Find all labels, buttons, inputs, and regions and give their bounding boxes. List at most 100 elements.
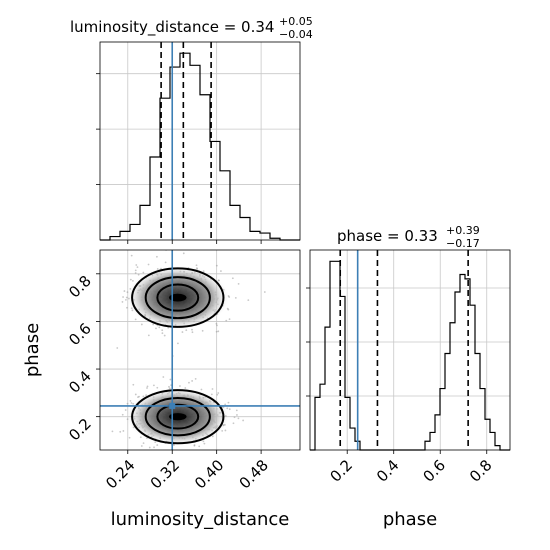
joint-truth-crosshair: [100, 250, 300, 450]
sample-point: [215, 330, 218, 333]
sample-point: [153, 446, 155, 449]
x-tick-label: 0.48: [236, 456, 272, 492]
density-contour: [131, 267, 225, 328]
sample-point: [215, 322, 218, 325]
sample-point: [168, 452, 170, 454]
sample-point: [203, 442, 206, 445]
sample-point: [125, 298, 127, 301]
phase-title: phase = 0.33: [337, 227, 438, 245]
phase-histogram-panel: 0.2 0.4 0.6 0.8 phase = 0.33 +0.39 −0.17 ph…: [306, 224, 511, 530]
sample-point: [142, 271, 145, 274]
sample-point: [227, 401, 230, 404]
sample-point: [136, 266, 139, 268]
x-tick-label: 0.8: [466, 456, 496, 486]
sample-point: [228, 408, 231, 411]
sample-point: [147, 263, 150, 266]
sample-point: [191, 328, 193, 331]
sample-point: [148, 446, 151, 449]
sample-point: [134, 318, 137, 321]
sample-point: [161, 332, 164, 335]
sample-point: [121, 413, 124, 416]
sample-point: [242, 419, 245, 422]
sample-point: [130, 402, 133, 404]
sample-point: [137, 273, 140, 276]
density-peak: [169, 293, 187, 302]
sample-point: [140, 323, 143, 326]
sample-point: [126, 402, 129, 405]
sample-point: [111, 430, 114, 433]
sample-point: [233, 416, 236, 419]
x-tick-label: 0.6: [419, 456, 449, 486]
sample-point: [188, 381, 190, 384]
phase-title-upper: +0.39: [446, 224, 480, 237]
sample-point: [194, 377, 197, 380]
sample-point: [237, 417, 240, 420]
sample-point: [139, 436, 142, 439]
x-tick-label: 0.2: [326, 456, 356, 486]
sample-point: [142, 442, 145, 444]
sample-point: [155, 327, 157, 330]
sample-point: [200, 388, 203, 391]
sample-point: [132, 280, 134, 282]
luminosity-distance-quantile-lines: [160, 42, 212, 240]
phase-quantile-lines: [339, 250, 469, 450]
sample-point: [228, 296, 231, 298]
sample-point: [216, 324, 218, 327]
sample-point: [212, 451, 214, 453]
phase-y-axis-title: phase: [22, 323, 43, 377]
density-contour: [144, 397, 211, 437]
sample-point: [225, 319, 228, 322]
truth-marker: [169, 402, 176, 409]
sample-point: [179, 385, 181, 387]
joint-posterior-frame: [99, 249, 301, 451]
sample-point: [129, 278, 132, 281]
sample-point: [177, 342, 179, 345]
sample-point: [156, 444, 159, 446]
sample-point: [169, 378, 172, 381]
sample-point: [146, 385, 149, 388]
sample-point: [129, 399, 132, 402]
sample-point: [124, 409, 127, 411]
luminosity-distance-title-lower: −0.04: [279, 28, 313, 41]
sample-point: [164, 261, 167, 264]
sample-point: [247, 299, 250, 302]
sample-point: [146, 387, 148, 389]
sample-point: [181, 331, 184, 333]
sample-point: [147, 334, 150, 337]
y-tick-label: 0.6: [65, 320, 95, 350]
sample-point: [195, 264, 198, 267]
sample-point: [210, 393, 213, 396]
sample-point: [152, 384, 155, 387]
phase-histogram-ticks: 0.2 0.4 0.6 0.8: [306, 287, 496, 486]
sample-point: [130, 254, 133, 257]
sample-point: [135, 264, 138, 266]
sample-point: [132, 383, 135, 386]
luminosity-distance-x-axis-title: luminosity_distance: [111, 509, 290, 530]
sample-point: [134, 272, 137, 274]
sample-point: [237, 282, 240, 285]
sample-point: [217, 330, 220, 333]
sample-point: [228, 318, 231, 321]
sample-point: [198, 445, 201, 448]
sample-point: [122, 430, 125, 432]
x-tick-label: 0.4: [373, 456, 403, 486]
sample-point: [140, 445, 143, 447]
sample-point: [116, 347, 119, 349]
luminosity-distance-histogram-bars: [100, 52, 300, 241]
sample-point: [184, 457, 186, 459]
y-tick-label: 0.8: [65, 272, 95, 302]
luminosity-distance-title-upper: +0.05: [279, 15, 313, 28]
sample-point: [236, 414, 238, 416]
sample-point: [119, 430, 122, 433]
sample-point: [121, 301, 124, 303]
density-contour: [144, 276, 211, 320]
sample-point: [161, 329, 164, 332]
density-contour: [156, 283, 200, 312]
sample-point: [156, 386, 159, 389]
phase-histogram-grid: [310, 250, 510, 450]
sample-point: [220, 270, 222, 272]
density-peak: [169, 413, 187, 421]
sample-point: [134, 269, 137, 272]
sample-point: [137, 396, 139, 399]
